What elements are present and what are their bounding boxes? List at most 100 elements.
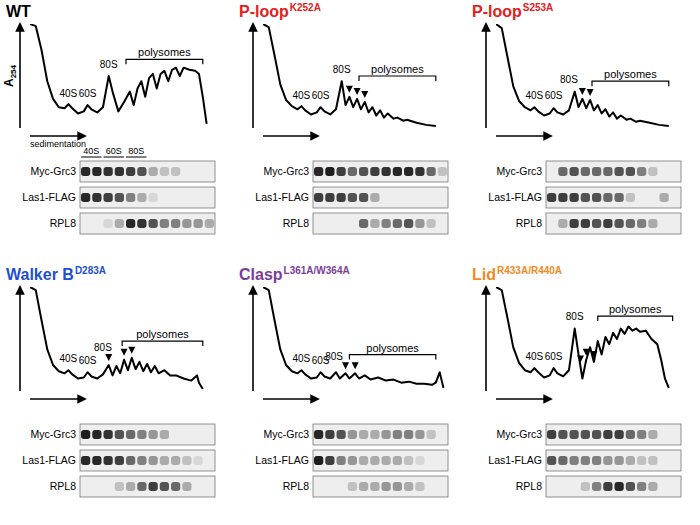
blot-band <box>126 193 135 202</box>
absorbance-trace <box>30 24 207 124</box>
blot-band <box>81 430 90 439</box>
blot-label: Las1-FLAG <box>488 454 542 466</box>
blot-membrane <box>80 424 215 445</box>
peak-label: 60S <box>79 88 97 99</box>
blot-band <box>626 219 635 228</box>
blot-band <box>615 193 624 202</box>
arrowhead-marker <box>354 88 361 95</box>
blot-band <box>637 167 646 176</box>
blot-band <box>370 167 379 176</box>
bracket-label: polysomes <box>136 328 189 340</box>
blot-band <box>194 482 203 491</box>
blot-band <box>337 482 346 491</box>
peak-label: 40S <box>526 90 544 101</box>
blot-label: RPL8 <box>283 480 309 492</box>
blot-membrane <box>546 213 681 234</box>
blot-band <box>359 482 368 491</box>
blot-band <box>348 482 357 491</box>
blot-band <box>671 193 680 202</box>
blot-band <box>137 430 146 439</box>
blot-band <box>393 482 402 491</box>
blot-membrane <box>313 476 448 497</box>
blot-band <box>671 456 680 465</box>
blot-band <box>81 219 90 228</box>
blot-band <box>382 430 391 439</box>
blot-band <box>115 219 124 228</box>
blot-band <box>570 167 579 176</box>
x-axis <box>496 135 551 137</box>
peak-label: 80S <box>325 351 343 362</box>
blot-band <box>382 167 391 176</box>
blot-band <box>404 482 413 491</box>
blot-band <box>126 456 135 465</box>
blot-band <box>92 193 101 202</box>
blot-band <box>81 167 90 176</box>
blot-band <box>592 219 601 228</box>
blot-band <box>438 219 447 228</box>
blot-band <box>547 430 556 439</box>
blot-band <box>370 193 379 202</box>
blot-band <box>570 193 579 202</box>
x-axis <box>30 135 85 137</box>
blot-band <box>427 430 436 439</box>
blot-band <box>92 482 101 491</box>
blot-band <box>660 167 669 176</box>
blot-band <box>427 193 436 202</box>
blot-band <box>81 456 90 465</box>
blot-band <box>115 482 124 491</box>
blot-band <box>160 167 169 176</box>
blot-label: Las1-FLAG <box>255 454 309 466</box>
absorbance-trace <box>263 287 443 388</box>
blot-band <box>671 219 680 228</box>
bracket-label: polysomes <box>609 303 662 315</box>
blot-band <box>415 482 424 491</box>
blot-band <box>92 167 101 176</box>
blot-band <box>359 167 368 176</box>
blot-band <box>314 167 323 176</box>
blot-band <box>660 219 669 228</box>
blot-band <box>558 167 567 176</box>
absorbance-trace <box>30 287 203 389</box>
peak-label: 80S <box>333 64 351 75</box>
blot-band <box>171 456 180 465</box>
arrowhead-marker <box>352 362 359 369</box>
polysome-bracket <box>349 355 435 360</box>
peak-label: 80S <box>100 59 118 70</box>
blot-band <box>171 167 180 176</box>
blot-band <box>137 456 146 465</box>
blot-band <box>393 219 402 228</box>
panel-subtitle: S253A <box>523 2 554 13</box>
blot-band <box>427 456 436 465</box>
plot-area <box>263 287 443 388</box>
blot-band <box>415 456 424 465</box>
blot-band <box>581 167 590 176</box>
blot-band <box>626 193 635 202</box>
blot-band <box>194 430 203 439</box>
blot-band <box>348 456 357 465</box>
blot-membrane <box>80 187 215 208</box>
panel-subtitle: D283A <box>75 265 106 276</box>
blot-band <box>348 193 357 202</box>
blot-band <box>615 482 624 491</box>
arrowhead-marker <box>577 356 584 363</box>
blot-band <box>615 430 624 439</box>
blot-band <box>427 219 436 228</box>
bracket-label: polysomes <box>371 63 424 75</box>
blot-band <box>325 482 334 491</box>
blot-band <box>314 482 323 491</box>
absorbance-trace <box>496 24 669 126</box>
blot-membrane <box>313 187 448 208</box>
blot-band <box>592 456 601 465</box>
blot-band <box>382 193 391 202</box>
blot-band <box>592 482 601 491</box>
blot-band <box>415 167 424 176</box>
blot-band <box>325 219 334 228</box>
blot-band <box>370 219 379 228</box>
blot-band <box>404 219 413 228</box>
blot-band <box>393 167 402 176</box>
blot-band <box>104 167 113 176</box>
panel-title: Lid <box>472 266 496 283</box>
blot-band <box>370 456 379 465</box>
plot-area <box>30 24 207 124</box>
blot-band <box>337 193 346 202</box>
